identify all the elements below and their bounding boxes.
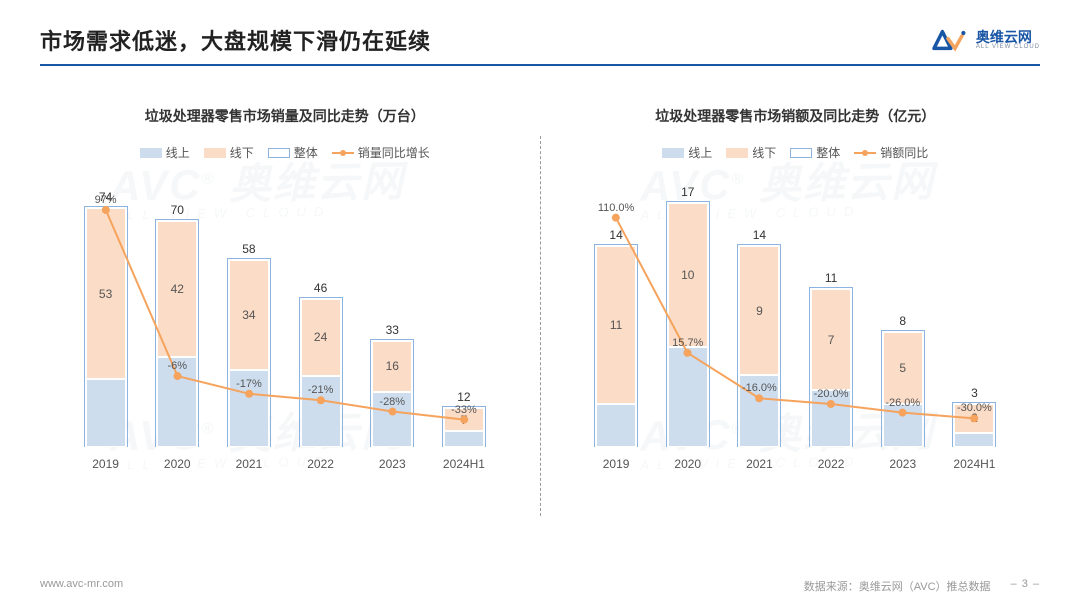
x-axis-label: 2024H1 — [939, 457, 1011, 471]
bar-total-label: 74 — [86, 190, 126, 204]
bar-group: 5374 — [70, 208, 142, 447]
legend-item: 线上 — [662, 144, 712, 161]
bar-total-label: 3 — [954, 386, 994, 400]
x-axis-label: 2021 — [724, 457, 796, 471]
logo-icon — [926, 26, 970, 54]
bar-total-label: 58 — [229, 242, 269, 256]
slide: AVC® 奥维云网ALL VIEW CLOUD AVC® 奥维云网ALL VIE… — [0, 0, 1080, 608]
bar-group: 3458 — [213, 260, 285, 447]
bar-total-label: 14 — [739, 228, 779, 242]
chart-sales: 垃圾处理器零售市场销额及同比走势（亿元） 线上线下整体销额同比 11141017… — [551, 106, 1041, 536]
chart-title: 垃圾处理器零售市场销量及同比走势（万台） — [145, 106, 425, 126]
bar-total-label: 12 — [444, 390, 484, 404]
legend-item: 线上 — [140, 144, 190, 161]
divider — [540, 136, 541, 516]
bar-total-label: 11 — [811, 271, 851, 285]
x-axis-label: 2023 — [867, 457, 939, 471]
bar-total-label: 46 — [301, 281, 341, 295]
bar-group: 4270 — [141, 221, 213, 447]
bar-group: 1114 — [580, 246, 652, 447]
footer-url: www.avc-mr.com — [40, 578, 123, 594]
x-axis-label: 2019 — [580, 457, 652, 471]
bar-total-frame — [737, 244, 781, 447]
legend-item: 整体 — [790, 144, 840, 161]
x-axis-label: 2023 — [356, 457, 428, 471]
x-axis-label: 2020 — [652, 457, 724, 471]
footer-source: 数据来源：奥维云网（AVC）推总数据 — [804, 578, 991, 594]
bar-group: 1633 — [356, 341, 428, 447]
bar-total-label: 70 — [157, 203, 197, 217]
legend: 线上线下整体销额同比 — [662, 144, 928, 161]
bar-total-frame — [299, 297, 343, 447]
bar-total-frame — [881, 330, 925, 447]
footer: www.avc-mr.com 数据来源：奥维云网（AVC）推总数据 – 3 – — [40, 578, 1040, 594]
x-axis-label: 2021 — [213, 457, 285, 471]
chart-title: 垃圾处理器零售市场销额及同比走势（亿元） — [655, 106, 935, 126]
bar-total-label: 8 — [883, 314, 923, 328]
legend-item: 销额同比 — [854, 144, 928, 161]
bar-group: 914 — [724, 246, 796, 447]
legend-item: 整体 — [268, 144, 318, 161]
bar-group: 23 — [939, 404, 1011, 447]
bar-total-frame — [155, 219, 199, 447]
bar-group: 58 — [867, 332, 939, 447]
bar-total-label: 14 — [596, 228, 636, 242]
brand-logo: 奥维云网 ALL VIEW CLOUD — [926, 26, 1040, 54]
bar-group: 712 — [428, 408, 500, 447]
bar-total-frame — [84, 206, 128, 447]
x-axis-label: 2019 — [70, 457, 142, 471]
chart-volume: 垃圾处理器零售市场销量及同比走势（万台） 线上线下整体销量同比增长 537442… — [40, 106, 530, 536]
x-axis-label: 2020 — [141, 457, 213, 471]
bar-total-frame — [952, 402, 996, 447]
legend-item: 线下 — [204, 144, 254, 161]
plot-area: 1114101791471158232019202020212022202320… — [580, 171, 1010, 471]
bar-total-frame — [809, 287, 853, 447]
x-axis-label: 2024H1 — [428, 457, 500, 471]
bar-group: 1017 — [652, 203, 724, 447]
legend-item: 线下 — [726, 144, 776, 161]
bar-group: 711 — [795, 289, 867, 447]
page-number: – 3 – — [1011, 578, 1040, 594]
bar-group: 2446 — [285, 299, 357, 447]
bar-total-label: 33 — [372, 323, 412, 337]
legend-item: 销量同比增长 — [332, 144, 430, 161]
logo-en: ALL VIEW CLOUD — [976, 44, 1040, 50]
header: 市场需求低迷，大盘规模下滑仍在延续 奥维云网 ALL VIEW CLOUD — [40, 24, 1040, 66]
charts-row: 垃圾处理器零售市场销量及同比走势（万台） 线上线下整体销量同比增长 537442… — [40, 106, 1040, 536]
bar-total-frame — [666, 201, 710, 447]
bar-total-frame — [442, 406, 486, 447]
x-axis-label: 2022 — [795, 457, 867, 471]
x-axis-label: 2022 — [285, 457, 357, 471]
logo-cn: 奥维云网 — [976, 30, 1040, 44]
bar-total-frame — [227, 258, 271, 447]
plot-area: 5374427034582446163371220192020202120222… — [70, 171, 500, 471]
page-title: 市场需求低迷，大盘规模下滑仍在延续 — [40, 24, 431, 56]
bar-total-frame — [370, 339, 414, 447]
bar-total-frame — [594, 244, 638, 447]
legend: 线上线下整体销量同比增长 — [140, 144, 430, 161]
bar-total-label: 17 — [668, 185, 708, 199]
